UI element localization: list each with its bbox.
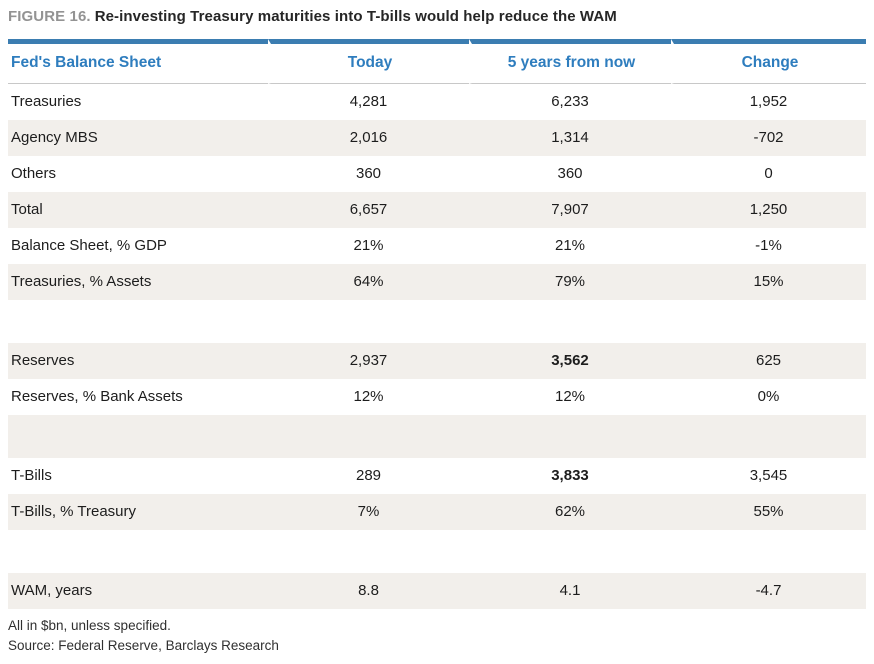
value-five-years: 7,907 bbox=[469, 191, 671, 228]
row-label: Treasuries, % Assets bbox=[8, 263, 268, 300]
table-row: Reserves, % Bank Assets 12% 12% 0% bbox=[8, 379, 866, 415]
table-row: Total 6,657 7,907 1,250 bbox=[8, 191, 866, 228]
value-change: -1% bbox=[755, 237, 782, 255]
value-change: 1,250 bbox=[671, 191, 866, 228]
row-label: Treasuries bbox=[11, 93, 82, 111]
header-cell-five-years: 5 years from now bbox=[469, 38, 671, 84]
value-today: 2,016 bbox=[268, 119, 469, 156]
value-today: 7% bbox=[268, 493, 469, 530]
header-cell-today: Today bbox=[268, 38, 469, 84]
value-change: 625 bbox=[671, 342, 866, 379]
table-row: T-Bills, % Treasury 7% 62% 55% bbox=[8, 493, 866, 530]
value-five-years: 1,314 bbox=[469, 119, 671, 156]
row-label: T-Bills, % Treasury bbox=[8, 493, 268, 530]
table-row: T-Bills 289 3,833 3,545 bbox=[8, 458, 866, 494]
value-change: 1,952 bbox=[749, 93, 788, 111]
spacer-cell bbox=[8, 414, 866, 458]
table-row: Treasuries, % Assets 64% 79% 15% bbox=[8, 263, 866, 300]
row-label: Others bbox=[11, 165, 57, 183]
row-label: Reserves, % Bank Assets bbox=[11, 388, 183, 406]
value-change: 0% bbox=[757, 388, 780, 406]
value-today: 6,657 bbox=[268, 191, 469, 228]
value-five-years: 6,233 bbox=[551, 93, 589, 111]
table-header: Fed's Balance Sheet Today 5 years from n… bbox=[8, 38, 866, 84]
row-label: Agency MBS bbox=[8, 119, 268, 156]
value-change: -4.7 bbox=[671, 572, 866, 609]
value-today: 64% bbox=[268, 263, 469, 300]
balance-sheet-table: Fed's Balance Sheet Today 5 years from n… bbox=[8, 38, 866, 609]
value-today: 4,281 bbox=[349, 93, 388, 111]
value-five-years: 360 bbox=[557, 165, 583, 183]
header-cell-balance-sheet: Fed's Balance Sheet bbox=[8, 38, 268, 84]
value-change: 0 bbox=[764, 165, 773, 183]
value-today: 8.8 bbox=[268, 572, 469, 609]
figure-number-label: FIGURE 16. bbox=[8, 8, 91, 25]
figure-title: FIGURE 16. Re-investing Treasury maturiti… bbox=[8, 8, 866, 27]
table-row: Others 360 360 0 bbox=[8, 156, 866, 192]
value-change: 3,545 bbox=[749, 467, 788, 485]
value-five-years: 62% bbox=[469, 493, 671, 530]
row-label: T-Bills bbox=[11, 467, 52, 485]
spacer-row bbox=[8, 414, 866, 458]
row-label: Balance Sheet, % GDP bbox=[11, 237, 167, 255]
value-change: 15% bbox=[671, 263, 866, 300]
row-label: Reserves bbox=[8, 342, 268, 379]
value-change: 55% bbox=[671, 493, 866, 530]
table-body: Treasuries 4,281 6,233 1,952 Agency MBS 2,016… bbox=[8, 84, 866, 609]
spacer-row bbox=[8, 300, 866, 343]
value-five-years: 21% bbox=[554, 237, 586, 255]
table-row: Balance Sheet, % GDP 21% 21% -1% bbox=[8, 228, 866, 264]
footnotes: All in $bn, unless specified. Source: Fe… bbox=[8, 616, 866, 657]
spacer-row bbox=[8, 530, 866, 573]
table-row: Treasuries 4,281 6,233 1,952 bbox=[8, 84, 866, 120]
row-label: WAM, years bbox=[8, 572, 268, 609]
value-today: 360 bbox=[355, 165, 382, 183]
footnote-source: Source: Federal Reserve, Barclays Resear… bbox=[8, 638, 279, 653]
value-today: 21% bbox=[353, 237, 384, 255]
value-five-years: 3,562 bbox=[469, 342, 671, 379]
value-today: 2,937 bbox=[268, 342, 469, 379]
table-row: Agency MBS 2,016 1,314 -702 bbox=[8, 119, 866, 156]
row-label: Total bbox=[8, 191, 268, 228]
figure-caption: Re-investing Treasury maturities into T-… bbox=[94, 8, 617, 25]
table-row: WAM, years 8.8 4.1 -4.7 bbox=[8, 572, 866, 609]
spacer-cell bbox=[8, 530, 866, 573]
value-five-years: 12% bbox=[554, 388, 586, 406]
value-five-years: 3,833 bbox=[551, 467, 589, 485]
value-five-years: 4.1 bbox=[469, 572, 671, 609]
value-change: -702 bbox=[671, 119, 866, 156]
header-row: Fed's Balance Sheet Today 5 years from n… bbox=[8, 38, 866, 84]
header-cell-change: Change bbox=[671, 38, 866, 84]
value-five-years: 79% bbox=[469, 263, 671, 300]
value-today: 289 bbox=[355, 467, 382, 485]
value-today: 12% bbox=[353, 388, 384, 406]
footnote-units: All in $bn, unless specified. bbox=[8, 617, 171, 633]
spacer-cell bbox=[8, 300, 866, 343]
table-row: Reserves 2,937 3,562 625 bbox=[8, 342, 866, 379]
